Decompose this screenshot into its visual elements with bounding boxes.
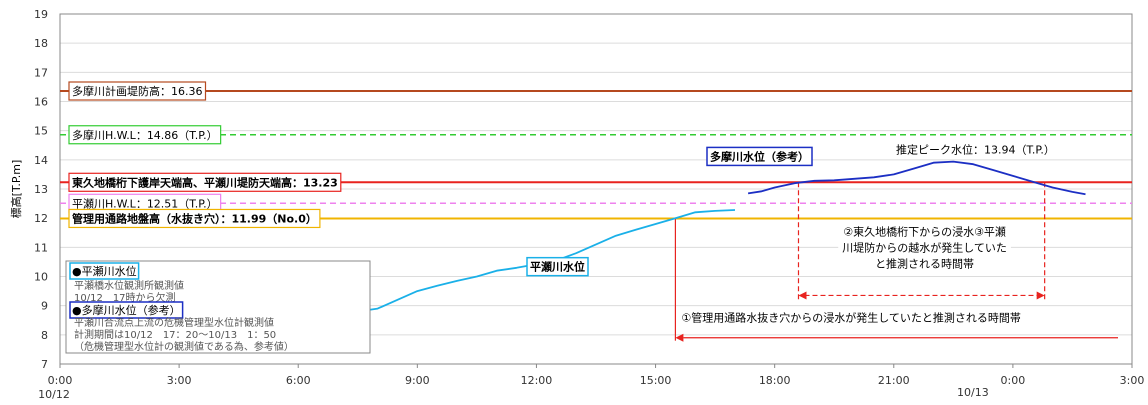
reference-lines: 多摩川計画堤防高：16.36 多摩川H.W.L：14.86（T.P.） 東久地橋桁下… (60, 81, 1132, 229)
y-tick-label: 17 (34, 66, 48, 79)
legend-item1-line: 平瀬橋水位観測所観測値 (74, 279, 184, 292)
peak-annotation: 推定ピーク水位：13.94（T.P.） (896, 142, 1055, 156)
y-tick-label: 19 (34, 8, 48, 21)
period2-arrowhead-right (1036, 291, 1045, 300)
reference-label: 平瀬川H.W.L：12.51（T.P.） (72, 196, 218, 210)
reference-label-box (68, 172, 342, 192)
legend-item1-line: 10/12 17時から欠測 (74, 291, 176, 304)
y-tick-label: 8 (41, 329, 48, 342)
y-tick-label: 15 (34, 125, 48, 138)
y-tick-label: 10 (34, 271, 48, 284)
y-tick-label: 16 (34, 96, 48, 109)
period1-arrowhead (675, 333, 684, 342)
series-line-1 (747, 160, 1086, 196)
period2-text-line: と推測される時間帯 (875, 257, 974, 271)
y-axis-label: 標高[T.P.m] (9, 160, 23, 219)
y-tick-label: 13 (34, 183, 48, 196)
x-tick-label: 3:00 (1120, 374, 1145, 387)
y-tick-label: 18 (34, 37, 48, 50)
reference-label: 東久地橋桁下護岸天端高、平瀬川堤防天端高：13.23 (72, 175, 338, 189)
x-tick-label: 6:00 (286, 374, 311, 387)
period1-text: ①管理用通路水抜き穴からの浸水が発生していたと推測される時間帯 (681, 311, 1021, 325)
legend-item1-box (69, 262, 140, 280)
legend-item2-title: ●多摩川水位（参考） (72, 303, 181, 317)
legend-item2-box (69, 301, 184, 319)
reference-label-box (68, 208, 321, 229)
period1-text-bg (679, 309, 1023, 326)
x-tick-label: 9:00 (405, 374, 430, 387)
x-tick-label: 0:00 (48, 374, 73, 387)
series-label-hirase-box (526, 256, 589, 277)
x-axis: 0:00 3:00 6:00 9:00 12:00 15:00 18:00 21:00 0:00… (48, 364, 1145, 387)
x-tick-label: 0:00 (1001, 374, 1026, 387)
legend-item2-line: （危機管理型水位計の観測値である為、参考値） (74, 340, 294, 353)
y-tick-label: 12 (34, 212, 48, 225)
period2-text-bg (838, 222, 1011, 273)
legend-item1-title: ●平瀬川水位 (72, 264, 137, 278)
x-tick-label: 15:00 (640, 374, 672, 387)
series-labels: 平瀬川水位 多摩川水位（参考） 推定ピーク水位：13.94（T.P.） (526, 142, 1055, 277)
period1-annotation: ①管理用通路水抜き穴からの浸水が発生していたと推測される時間帯 (674, 218, 1118, 342)
reference-label-box (68, 125, 222, 145)
y-tick-label: 7 (41, 358, 48, 371)
reference-label-box (68, 81, 207, 101)
date-label-start: 10/12 (38, 388, 70, 401)
reference-label: 多摩川計画堤防高：16.36 (72, 84, 203, 98)
series-label-hirase: 平瀬川水位 (530, 260, 585, 274)
date-label-next-day: 10/13 (957, 386, 989, 399)
period2-text-line: 川堤防からの越水が発生していた (842, 241, 1007, 255)
period2-arrowhead-left (798, 291, 807, 300)
x-tick-label: 18:00 (759, 374, 791, 387)
y-axis: 7 8 9 10 11 12 13 14 15 16 17 18 19 (34, 8, 48, 371)
series-label-tama-box (706, 146, 813, 167)
x-tick-label: 21:00 (878, 374, 910, 387)
period2-text-line: ②東久地橋桁下からの浸水③平瀬 (843, 225, 1006, 239)
y-tick-label: 9 (41, 300, 48, 313)
plot-frame (59, 13, 1133, 365)
y-tick-label: 11 (34, 241, 48, 254)
reference-label: 管理用通路地盤高（水抜き穴）：11.99（No.0） (72, 211, 317, 225)
y-tick-label: 14 (34, 154, 48, 167)
series-label-tama: 多摩川水位（参考） (710, 149, 809, 163)
legend-item2-line: 計測期間は10/12 17：20～10/13 1：50 (74, 328, 276, 341)
x-tick-label: 12:00 (521, 374, 553, 387)
legend-item2-line: 平瀬川合流点上流の危機管理型水位計観測値 (74, 316, 274, 329)
reference-label: 多摩川H.W.L：14.86（T.P.） (72, 128, 218, 142)
x-tick-label: 3:00 (167, 374, 192, 387)
